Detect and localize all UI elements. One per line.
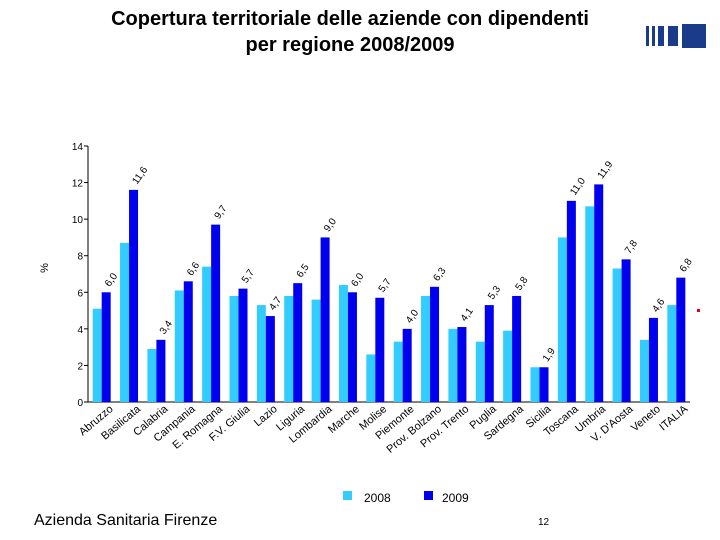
bar-2008 <box>475 341 485 402</box>
bar-2009 <box>648 317 658 402</box>
bar-2009 <box>129 189 139 402</box>
page-number: 12 <box>538 517 550 528</box>
y-tick-label: 6 <box>77 288 83 299</box>
y-tick-label: 2 <box>77 361 83 372</box>
y-tick-label: 4 <box>77 325 83 336</box>
y-tick-label: 0 <box>77 398 83 409</box>
bar-2009 <box>457 327 467 402</box>
y-axis-label: % <box>39 263 51 273</box>
data-label-2009: 5,3 <box>486 284 503 302</box>
data-label-2009: 6,5 <box>295 262 312 280</box>
y-tick-label: 8 <box>77 252 83 263</box>
x-tick-label: Veneto <box>629 403 663 434</box>
data-label-2009: 4,1 <box>459 306 476 324</box>
bar-2009 <box>238 288 248 402</box>
data-label-2009: 4,6 <box>650 297 667 315</box>
bar-2008 <box>229 295 239 402</box>
legend-label-2009: 2009 <box>442 491 469 505</box>
chart-title: Copertura territoriale delle aziende con… <box>0 6 700 58</box>
bar-2008 <box>530 367 540 402</box>
bar-2009 <box>183 281 193 402</box>
bar-2009 <box>265 316 275 402</box>
bar-2008 <box>557 237 567 402</box>
bar-2008 <box>92 308 102 402</box>
data-label-2009: 6,0 <box>349 271 366 289</box>
legend-swatch-2008 <box>343 491 352 500</box>
data-label-2009: 9,7 <box>213 203 230 221</box>
bar-2009 <box>402 328 412 402</box>
bar-2008 <box>667 305 677 402</box>
bar-2009 <box>375 297 385 402</box>
bar-2008 <box>338 284 348 402</box>
bar-2009 <box>101 292 111 402</box>
bar-2009 <box>621 259 631 402</box>
bar-2008 <box>393 341 403 402</box>
data-label-2009: 11,6 <box>130 165 150 187</box>
bar-2008 <box>174 290 184 402</box>
footer-organization: Azienda Sanitaria Firenze <box>34 512 218 529</box>
data-label-2009: 5,7 <box>240 267 257 285</box>
red-marker <box>697 309 700 312</box>
chart-title-line1: Copertura territoriale delle aziende con… <box>111 8 589 30</box>
bar-2009 <box>594 184 604 402</box>
bar-2009 <box>293 283 303 402</box>
data-label-2009: 7,8 <box>623 238 640 256</box>
data-label-2009: 11,9 <box>596 159 616 181</box>
bar-2008 <box>612 268 622 402</box>
legend-swatch-2009 <box>424 491 433 500</box>
bar-2009 <box>347 292 357 402</box>
bar-2008 <box>147 348 157 402</box>
legend-label-2008: 2008 <box>364 491 391 505</box>
bar-2009 <box>430 286 440 402</box>
data-label-2009: 6,6 <box>185 260 202 278</box>
y-tick-label: 10 <box>72 215 84 226</box>
data-label-2009: 6,0 <box>103 271 120 289</box>
data-label-2009: 4,7 <box>267 295 284 313</box>
bar-2009 <box>539 367 549 402</box>
data-label-2009: 4,0 <box>404 308 421 326</box>
bar-2008 <box>256 305 266 402</box>
bar-2009 <box>484 305 494 402</box>
bar-2009 <box>566 200 576 402</box>
data-label-2009: 6,3 <box>431 265 448 283</box>
data-label-2009: 3,4 <box>158 318 175 336</box>
bar-2008 <box>448 328 458 402</box>
bar-2008 <box>284 295 294 402</box>
bar-2009 <box>320 237 330 402</box>
x-tick-label: Marche <box>326 403 362 436</box>
bar-2008 <box>120 242 130 402</box>
bar-2008 <box>421 295 431 402</box>
x-tick-label: ITALIA <box>657 403 690 434</box>
bar-2008 <box>311 299 321 402</box>
data-label-2009: 5,8 <box>514 275 531 293</box>
chart-title-line2: per regione 2008/2009 <box>245 34 455 56</box>
bar-2008 <box>366 354 376 402</box>
y-tick-label: 12 <box>72 179 84 190</box>
bar-2009 <box>512 295 522 402</box>
y-tick-label: 14 <box>72 142 84 153</box>
bar-2009 <box>211 224 221 402</box>
data-label-2009: 5,7 <box>377 276 394 294</box>
data-label-2009: 11,0 <box>568 176 588 198</box>
bar-2009 <box>156 339 166 402</box>
bar-2008 <box>585 206 595 402</box>
bar-2008 <box>639 339 649 402</box>
data-label-2009: 6,8 <box>678 256 695 274</box>
data-label-2009: 9,0 <box>322 216 339 234</box>
data-label-2009: 1,9 <box>541 346 558 364</box>
bar-2008 <box>503 330 513 402</box>
bar-2008 <box>202 266 212 402</box>
logo <box>646 24 706 48</box>
bar-2009 <box>676 277 686 402</box>
